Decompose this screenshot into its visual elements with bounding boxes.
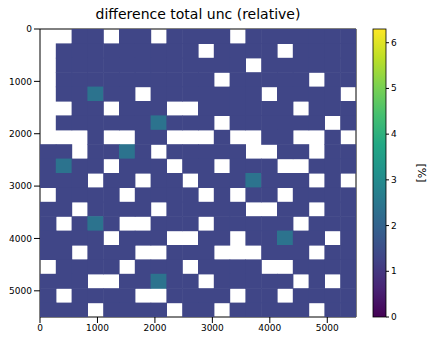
svg-text:0: 0	[37, 323, 43, 333]
svg-text:3000: 3000	[201, 323, 224, 333]
svg-text:5: 5	[391, 83, 397, 93]
html-text:difference total unc (relative: difference total unc (relative)	[95, 6, 301, 22]
svg-text:0: 0	[26, 24, 32, 34]
svg-text:6: 6	[391, 38, 397, 48]
svg-text:1000: 1000	[9, 77, 32, 87]
svg-text:4000: 4000	[9, 234, 32, 244]
svg-text:5000: 5000	[316, 323, 339, 333]
svg-text:1000: 1000	[86, 323, 109, 333]
svg-text:5000: 5000	[9, 286, 32, 296]
svg-text:4000: 4000	[258, 323, 281, 333]
svg-text:1: 1	[391, 266, 397, 276]
svg-text:0: 0	[391, 312, 397, 322]
svg-text:3: 3	[391, 175, 397, 185]
svg-text:3000: 3000	[9, 181, 32, 191]
svg-text:2000: 2000	[143, 323, 166, 333]
svg-text:4: 4	[391, 129, 397, 139]
svg-text:[%]: [%]	[415, 163, 428, 182]
svg-text:2000: 2000	[9, 129, 32, 139]
svg-text:2: 2	[391, 221, 397, 231]
